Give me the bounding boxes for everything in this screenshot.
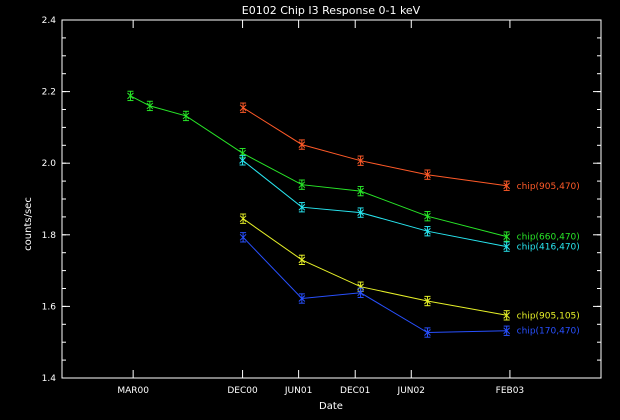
point-marker (298, 256, 306, 264)
point-marker (239, 233, 247, 241)
point-marker (503, 182, 511, 190)
data-point (298, 179, 306, 190)
plot-frame (61, 19, 602, 379)
point-marker (424, 329, 431, 336)
data-point (503, 310, 511, 321)
data-point (298, 293, 306, 304)
series: chip(660,470) (127, 90, 580, 243)
data-point (182, 110, 190, 122)
point-marker (239, 149, 246, 157)
y-axis-label: counts/sec (23, 197, 34, 251)
point-marker (424, 212, 431, 220)
point-marker (357, 283, 364, 291)
series: chip(905,470) (239, 102, 580, 192)
data-point (424, 211, 431, 222)
point-marker (182, 112, 190, 120)
y-tick-label: 2.2 (42, 88, 56, 98)
data-point (357, 207, 364, 218)
series-label: chip(660,470) (517, 233, 580, 243)
series-label: chip(905,105) (517, 311, 580, 321)
data-point (239, 213, 247, 224)
series-label: chip(170,470) (517, 327, 580, 337)
x-tick-label: JUN02 (397, 386, 425, 396)
data-point (424, 226, 431, 237)
point-marker (298, 181, 306, 189)
data-point (424, 295, 431, 307)
series: chip(416,470) (239, 155, 580, 253)
data-point (298, 202, 306, 213)
point-marker (127, 92, 134, 100)
data-point (298, 254, 306, 266)
point-marker (503, 243, 511, 250)
x-tick-label: FEB03 (496, 386, 525, 396)
chart-title: E0102 Chip I3 Response 0-1 keV (242, 4, 421, 17)
data-point (503, 241, 511, 252)
data-point (424, 327, 431, 338)
axes: 1.4 1.6 1.8 2.0 2.2 2.4 MAR00 DEC00 JUN01 DEC01 JU… (42, 16, 601, 396)
point-marker (146, 102, 154, 110)
point-marker (298, 295, 306, 302)
y-tick-label: 1.6 (42, 302, 57, 312)
data-point (424, 169, 431, 180)
point-marker (503, 311, 511, 319)
point-marker (357, 157, 364, 165)
x-axis-label: Date (319, 401, 343, 412)
point-marker (503, 233, 511, 240)
data-point (239, 102, 247, 113)
point-marker (424, 297, 431, 305)
series-group: chip(905,470) chip(660,470)chip(416,470) c… (127, 90, 580, 338)
data-point (239, 155, 246, 166)
data-point (357, 287, 364, 298)
y-tick-label: 2.0 (42, 159, 57, 169)
point-marker (357, 289, 364, 297)
data-point (298, 139, 306, 150)
point-marker (357, 187, 364, 195)
series: chip(905,105) (239, 213, 580, 321)
x-tick-label: DEC01 (340, 386, 370, 396)
point-marker (424, 227, 431, 235)
point-marker (357, 209, 364, 216)
series: chip(170,470) (239, 232, 580, 338)
data-point (503, 180, 511, 191)
data-point (127, 90, 134, 102)
x-tick-label: JUN01 (284, 386, 312, 396)
point-marker (424, 171, 431, 179)
data-point (503, 231, 511, 242)
point-marker (239, 215, 247, 223)
point-marker (298, 203, 306, 211)
data-point (357, 185, 364, 197)
series-label: chip(416,470) (517, 243, 580, 253)
series-line (130, 95, 507, 238)
data-point (503, 325, 511, 336)
data-point (357, 155, 364, 166)
y-tick-label: 1.8 (42, 231, 57, 241)
x-tick-label: MAR00 (117, 386, 149, 396)
x-tick-label: DEC00 (227, 386, 258, 396)
y-tick-label: 1.4 (42, 374, 57, 384)
point-marker (239, 156, 246, 164)
point-marker (503, 327, 511, 335)
series-line (242, 236, 507, 334)
point-marker (298, 141, 306, 148)
series-label: chip(905,470) (517, 182, 580, 192)
y-tick-label: 2.4 (42, 16, 57, 26)
point-marker (239, 104, 247, 112)
data-point (146, 100, 154, 112)
data-point (239, 232, 247, 243)
series-line (242, 159, 507, 248)
